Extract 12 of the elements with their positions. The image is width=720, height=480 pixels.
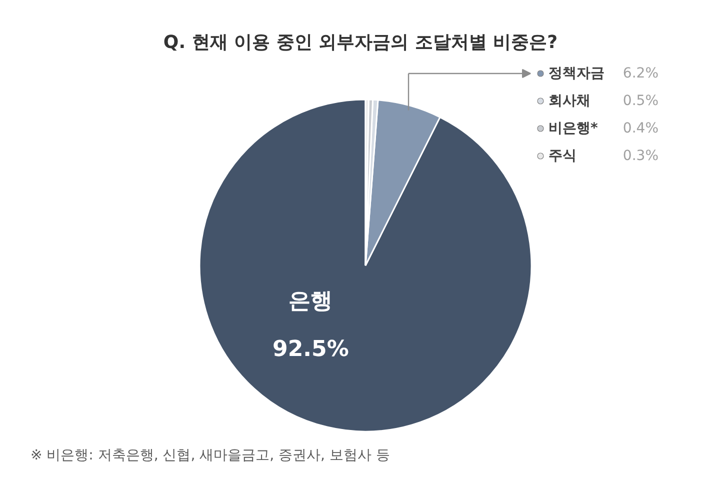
data-label: 6.2% [622, 66, 659, 82]
slice-label: 은행 [288, 288, 333, 314]
data-label: 92.5% [272, 336, 349, 362]
legend-label: 회사채 [548, 93, 590, 109]
data-label: 0.5% [622, 93, 659, 109]
data-label: 0.3% [622, 148, 659, 164]
chart-title: Q. 현재 이용 중인 외부자금의 조달처별 비중은? [163, 32, 558, 53]
legend-label: 비은행* [548, 120, 598, 136]
legend-label: 정책자금 [548, 66, 604, 82]
legend-label: 주식 [548, 148, 576, 164]
text: ※ 비은행: 저축은행, 신협, 새마을금고, 증권사, 보험사 등 [30, 448, 390, 464]
data-label: 0.4% [622, 120, 659, 136]
